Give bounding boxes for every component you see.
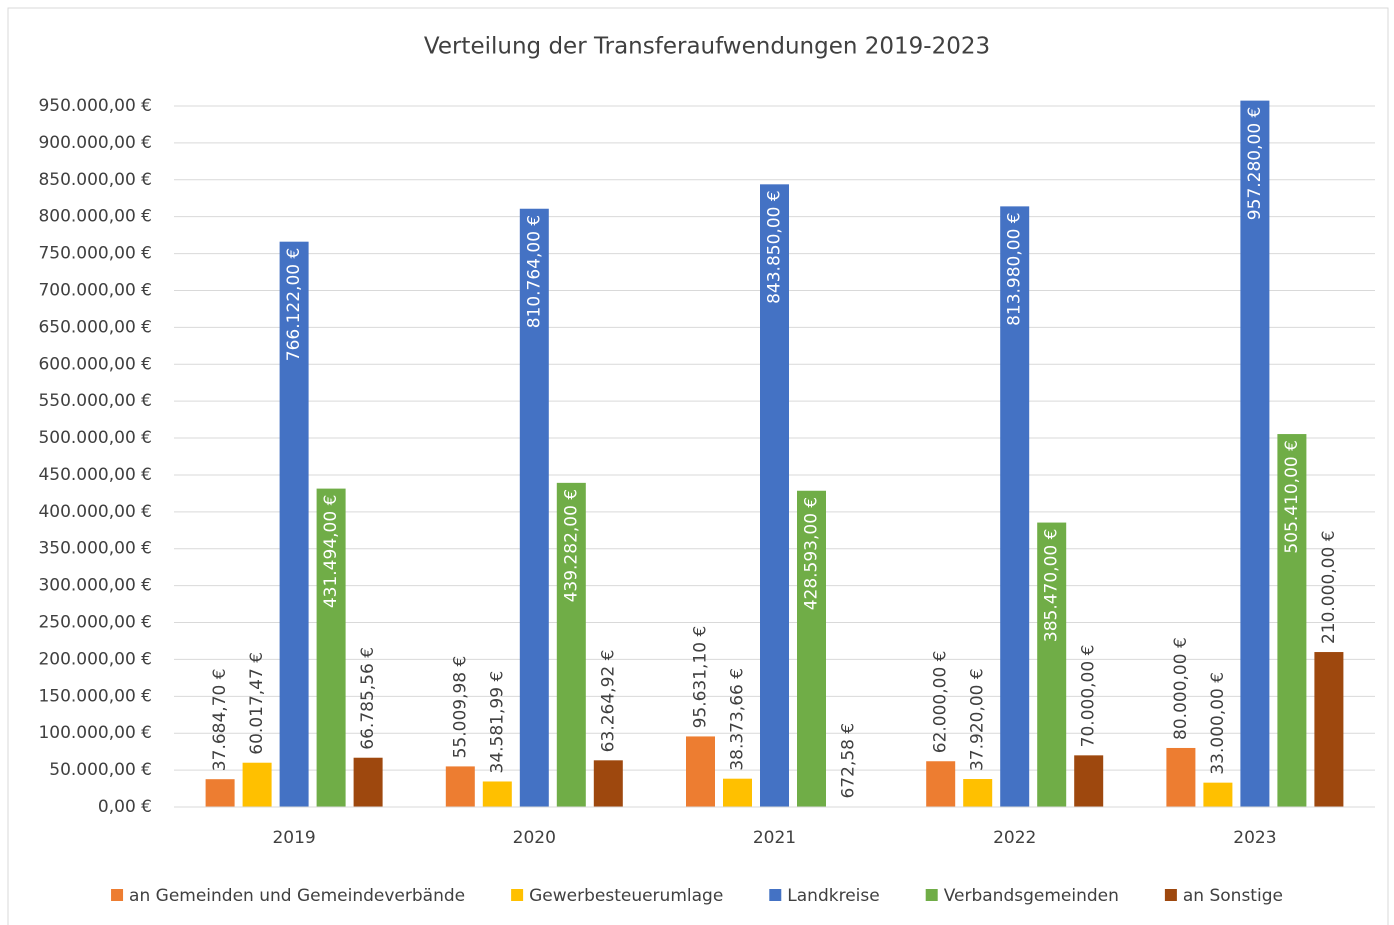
bar bbox=[1240, 100, 1270, 808]
bar bbox=[593, 760, 623, 807]
legend-label: Gewerbesteuerumlage bbox=[529, 886, 723, 906]
bar bbox=[1074, 755, 1104, 807]
legend-label: an Sonstige bbox=[1183, 886, 1283, 906]
legend-swatch bbox=[111, 889, 124, 901]
legend-label: an Gemeinden und Gemeindeverbände bbox=[129, 886, 465, 906]
y-tick-label: 50.000,00 € bbox=[49, 760, 152, 780]
bar bbox=[1166, 747, 1196, 807]
bar bbox=[1203, 782, 1233, 807]
y-tick-label: 400.000,00 € bbox=[38, 502, 152, 522]
y-tick-label: 950.000,00 € bbox=[38, 96, 152, 116]
data-label: 505.410,00 € bbox=[1282, 440, 1302, 554]
data-label: 843.850,00 € bbox=[765, 190, 785, 304]
legend-label: Verbandsgemeinden bbox=[944, 886, 1119, 906]
chart-title: Verteilung der Transferaufwendungen 2019… bbox=[424, 34, 990, 60]
data-label: 428.593,00 € bbox=[802, 497, 822, 611]
data-label: 431.494,00 € bbox=[321, 495, 341, 609]
data-label: 62.000,00 € bbox=[931, 651, 951, 754]
bar bbox=[1000, 206, 1030, 808]
bar bbox=[205, 779, 235, 807]
bar bbox=[519, 208, 549, 807]
data-label: 60.017,47 € bbox=[247, 652, 267, 755]
bar bbox=[686, 736, 715, 807]
y-tick-label: 300.000,00 € bbox=[38, 576, 152, 596]
bar bbox=[926, 761, 956, 807]
bar bbox=[279, 241, 309, 807]
bar bbox=[482, 781, 512, 807]
data-label: 38.373,66 € bbox=[728, 668, 748, 771]
data-label: 957.280,00 € bbox=[1245, 107, 1265, 221]
data-label: 439.282,00 € bbox=[561, 489, 581, 603]
y-tick-label: 0,00 € bbox=[98, 797, 152, 817]
bar bbox=[723, 778, 752, 807]
y-tick-label: 800.000,00 € bbox=[38, 207, 152, 227]
bar bbox=[1277, 434, 1307, 807]
bar bbox=[242, 762, 272, 807]
data-label: 70.000,00 € bbox=[1079, 645, 1099, 748]
legend-swatch bbox=[769, 889, 782, 901]
data-label: 33.000,00 € bbox=[1208, 672, 1228, 775]
y-tick-label: 100.000,00 € bbox=[38, 723, 152, 743]
data-label: 813.980,00 € bbox=[1005, 212, 1025, 326]
bar bbox=[556, 482, 586, 807]
y-tick-label: 700.000,00 € bbox=[38, 280, 152, 300]
legend-label: Landkreise bbox=[787, 886, 879, 906]
data-label: 766.122,00 € bbox=[284, 248, 304, 362]
bar bbox=[1314, 652, 1344, 807]
y-tick-label: 450.000,00 € bbox=[38, 465, 152, 485]
x-tick-label: 2020 bbox=[513, 828, 556, 848]
data-label: 210.000,00 € bbox=[1319, 530, 1339, 644]
y-tick-label: 850.000,00 € bbox=[38, 170, 152, 190]
x-tick-label: 2023 bbox=[1233, 828, 1276, 848]
bar bbox=[316, 488, 346, 807]
legend-swatch bbox=[1164, 889, 1177, 901]
bar bbox=[760, 184, 789, 808]
y-tick-label: 600.000,00 € bbox=[38, 354, 152, 374]
data-label: 80.000,00 € bbox=[1171, 637, 1191, 740]
y-tick-label: 350.000,00 € bbox=[38, 539, 152, 559]
data-label: 672,58 € bbox=[839, 723, 859, 799]
data-label: 810.764,00 € bbox=[524, 215, 544, 329]
data-label: 63.264,92 € bbox=[598, 650, 618, 753]
y-tick-label: 900.000,00 € bbox=[38, 133, 152, 153]
y-tick-label: 150.000,00 € bbox=[38, 686, 152, 706]
legend-swatch bbox=[925, 889, 938, 901]
bar bbox=[797, 490, 826, 807]
data-label: 34.581,99 € bbox=[487, 671, 507, 774]
legend-swatch bbox=[511, 889, 524, 901]
y-tick-label: 500.000,00 € bbox=[38, 428, 152, 448]
y-tick-label: 650.000,00 € bbox=[38, 317, 152, 337]
x-tick-label: 2019 bbox=[272, 828, 315, 848]
data-label: 385.470,00 € bbox=[1042, 529, 1062, 643]
data-label: 66.785,56 € bbox=[358, 647, 378, 750]
y-tick-label: 550.000,00 € bbox=[38, 391, 152, 411]
y-tick-label: 250.000,00 € bbox=[38, 613, 152, 633]
data-label: 37.920,00 € bbox=[968, 668, 988, 771]
bar bbox=[1037, 522, 1067, 807]
y-tick-label: 200.000,00 € bbox=[38, 649, 152, 669]
y-tick-label: 750.000,00 € bbox=[38, 244, 152, 264]
bar bbox=[445, 766, 475, 807]
data-label: 95.631,10 € bbox=[691, 626, 711, 729]
x-tick-label: 2022 bbox=[993, 828, 1036, 848]
data-label: 55.009,98 € bbox=[450, 656, 470, 759]
x-tick-label: 2021 bbox=[753, 828, 796, 848]
bar bbox=[353, 757, 383, 807]
data-label: 37.684,70 € bbox=[210, 668, 230, 771]
bar bbox=[963, 779, 993, 807]
